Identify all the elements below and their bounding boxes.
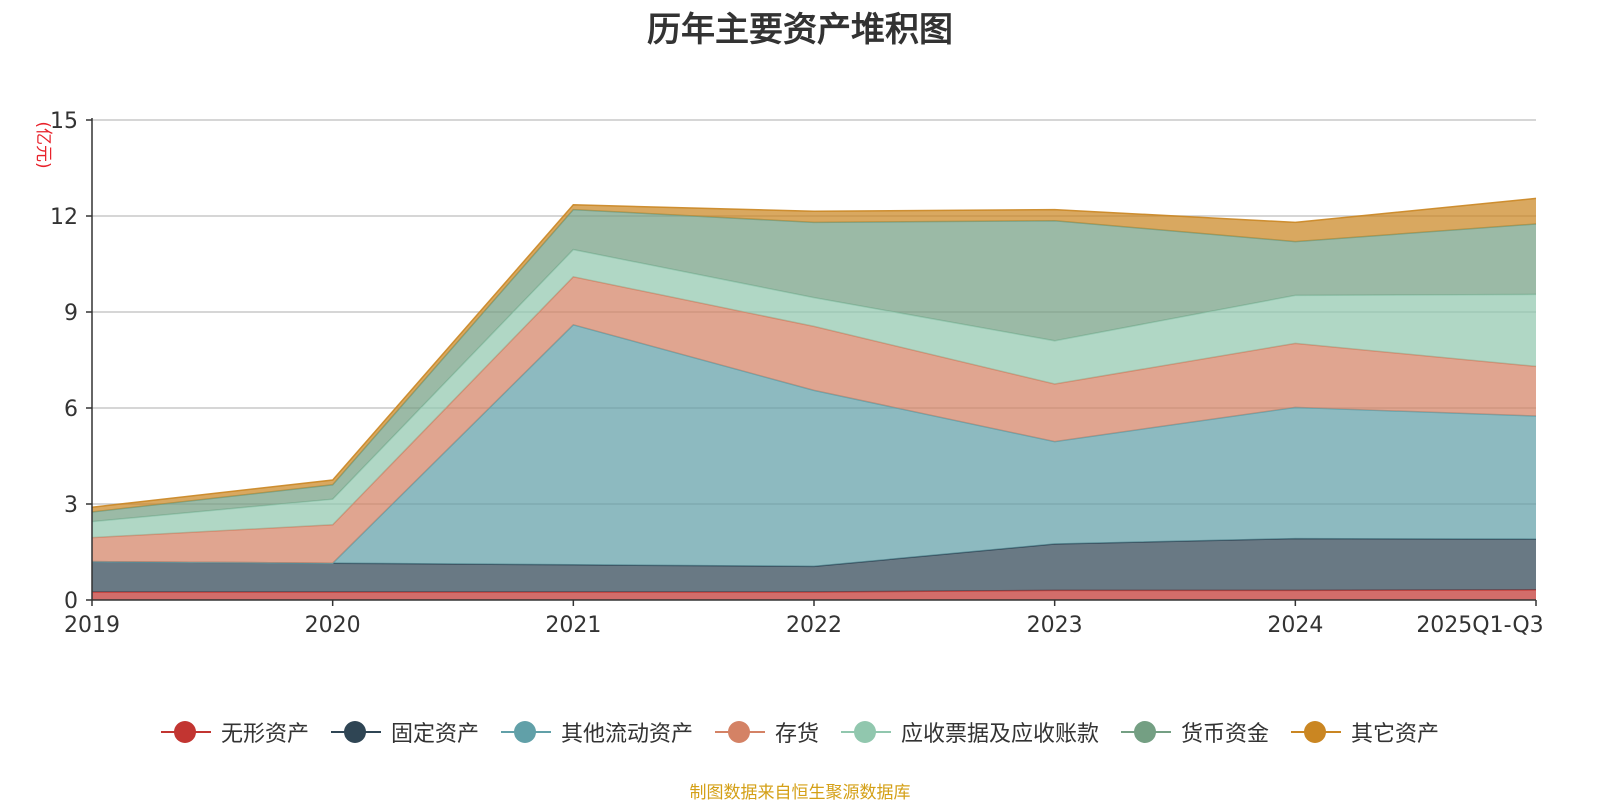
area-edge-6 xyxy=(91,197,1537,508)
y-tick-label: 6 xyxy=(64,397,78,422)
legend-label: 存货 xyxy=(774,722,819,747)
x-tick-label: 2021 xyxy=(545,613,601,638)
y-tick-label: 12 xyxy=(50,205,78,230)
legend-label: 货币资金 xyxy=(1181,722,1270,747)
area-layer xyxy=(91,197,1537,600)
legend-item[interactable]: 固定资产 xyxy=(330,716,479,748)
x-tick-label: 2024 xyxy=(1267,613,1323,638)
legend-marker-icon xyxy=(714,720,765,744)
x-tick-label: 2020 xyxy=(305,613,361,638)
y-tick-label: 15 xyxy=(50,109,78,134)
x-tick-label: 2025Q1-Q3 xyxy=(1416,613,1543,638)
legend-marker-icon xyxy=(841,720,891,744)
legend-marker-icon xyxy=(1291,720,1342,744)
area-series-1 xyxy=(92,538,1536,592)
x-tick-label: 2019 xyxy=(64,613,120,638)
legend-item[interactable]: 应收票据及应收账款 xyxy=(841,716,1099,748)
axis-layer: 0 3 6 9 12 15 2019 2020 2021 2022 2023 2024 2025Q1-Q… xyxy=(50,109,1544,638)
x-tick-label: 2022 xyxy=(786,613,842,638)
x-tick-label: 2023 xyxy=(1027,613,1083,638)
y-tick-label: 3 xyxy=(64,493,78,518)
legend-item[interactable]: 其他流动资产 xyxy=(500,716,693,748)
y-tick-label: 0 xyxy=(64,589,78,614)
legend-label: 应收票据及应收账款 xyxy=(901,722,1100,747)
area-series-4 xyxy=(92,249,1536,538)
legend-label: 其它资产 xyxy=(1351,722,1440,747)
legend-label: 其他流动资产 xyxy=(560,722,693,747)
legend-marker-icon xyxy=(1121,720,1172,744)
legend-marker-icon xyxy=(160,720,211,744)
legend-item[interactable]: 无形资产 xyxy=(160,716,309,748)
legend-marker-icon xyxy=(330,720,381,744)
area-series-6 xyxy=(92,198,1536,512)
chart-title: 历年主要资产堆积图 xyxy=(647,10,953,50)
area-series-2 xyxy=(92,324,1536,567)
legend-marker-icon xyxy=(500,720,551,744)
legend: 无形资产 固定资产 其他流动资产 存货 应收票据及应收账款 货币资金 其它资产 xyxy=(0,716,1600,748)
legend-label: 固定资产 xyxy=(390,722,479,747)
area-series-5 xyxy=(92,209,1536,522)
area-series-3 xyxy=(92,276,1536,564)
y-axis-label: (亿元) xyxy=(33,121,53,168)
legend-item[interactable]: 其它资产 xyxy=(1291,716,1439,748)
source-note: 制图数据来自恒生聚源数据库 xyxy=(689,783,911,803)
y-tick-label: 9 xyxy=(64,301,78,326)
legend-item[interactable]: 存货 xyxy=(714,716,819,748)
legend-item[interactable]: 货币资金 xyxy=(1121,716,1269,748)
legend-label: 无形资产 xyxy=(220,722,309,747)
